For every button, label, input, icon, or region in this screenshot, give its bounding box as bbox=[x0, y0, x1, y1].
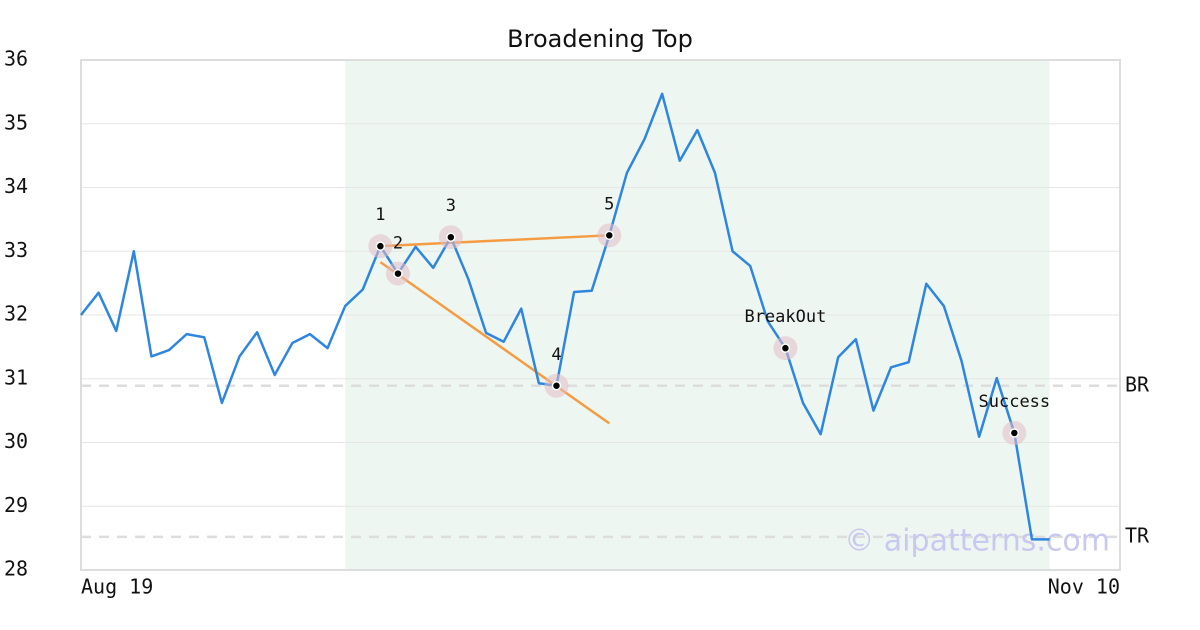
y-tick-label: 36 bbox=[4, 47, 28, 71]
point-marker bbox=[375, 241, 386, 251]
y-tick-label: 30 bbox=[4, 429, 28, 453]
point-marker bbox=[604, 230, 615, 241]
point-marker bbox=[446, 232, 456, 242]
series-line bbox=[80, 92, 1050, 541]
point-label: 3 bbox=[446, 196, 456, 216]
trend-line bbox=[379, 261, 611, 425]
point-marker bbox=[780, 343, 791, 353]
point-label: Success bbox=[979, 392, 1051, 412]
y-tick-label: 33 bbox=[4, 238, 28, 262]
point-label: 4 bbox=[551, 345, 561, 365]
point-label: BreakOut bbox=[744, 307, 826, 327]
y-tick-label: 29 bbox=[4, 493, 28, 517]
y-tick-label: 28 bbox=[4, 557, 28, 581]
x-tick-label: Nov 10 bbox=[1048, 575, 1120, 599]
x-tick-label: Aug 19 bbox=[81, 575, 153, 599]
reference-label: TR bbox=[1125, 523, 1150, 547]
reference-label: BR bbox=[1125, 372, 1150, 396]
chart-title: Broadening Top bbox=[507, 25, 693, 53]
point-marker bbox=[551, 381, 562, 391]
y-tick-label: 31 bbox=[4, 365, 28, 389]
point-label: 1 bbox=[375, 205, 385, 225]
point-marker bbox=[1009, 428, 1020, 438]
y-tick-label: 32 bbox=[4, 302, 28, 326]
point-marker bbox=[393, 268, 403, 279]
trend-line bbox=[380, 234, 610, 248]
y-tick-label: 35 bbox=[4, 110, 28, 134]
point-label: 5 bbox=[604, 194, 614, 214]
watermark: © aipatterns.com bbox=[844, 524, 1110, 559]
point-label: 2 bbox=[393, 234, 403, 254]
y-tick-label: 34 bbox=[4, 174, 28, 198]
